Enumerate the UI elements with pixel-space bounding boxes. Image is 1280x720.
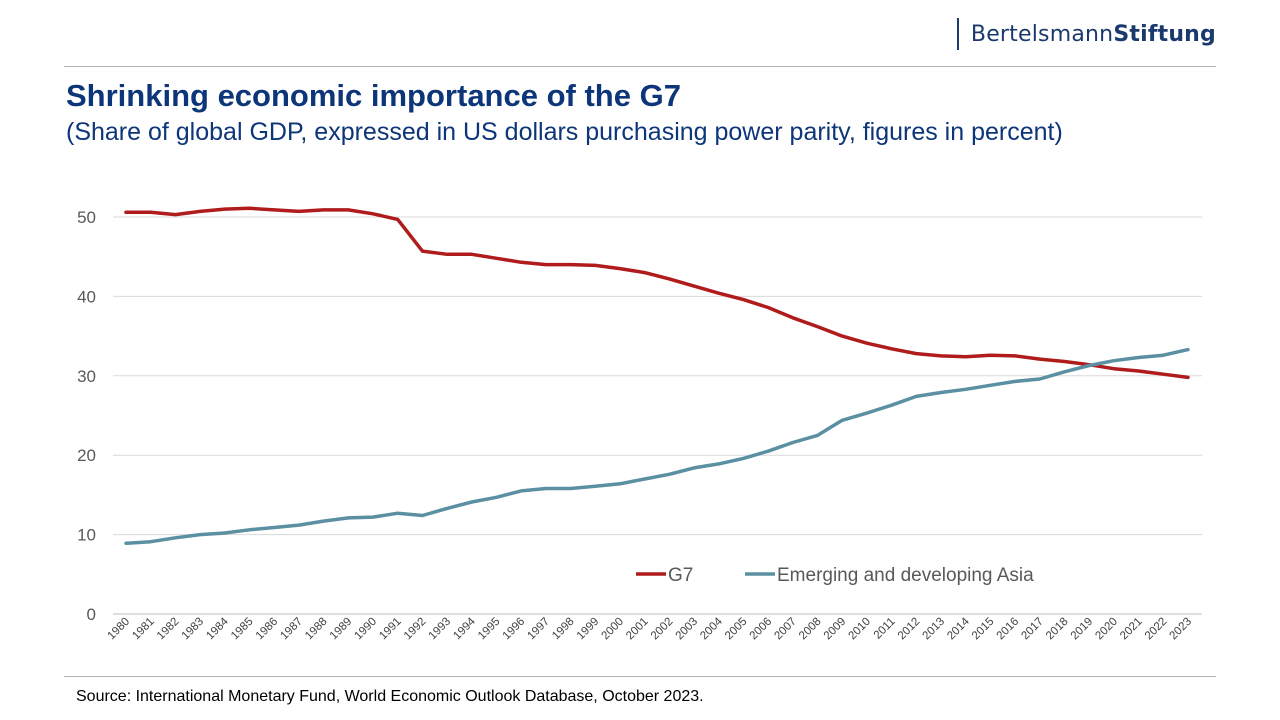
y-tick-label: 30: [77, 367, 96, 386]
chart-gridlines: [113, 216, 1202, 615]
x-tick-label: 2004: [698, 615, 725, 642]
x-tick-label: 1984: [204, 615, 231, 642]
x-tick-label: 1998: [550, 616, 577, 643]
y-axis-ticks: 0 10 20 30 40 50: [77, 208, 96, 624]
chart-title: Shrinking economic importance of the G7: [66, 78, 681, 113]
footer-divider: [64, 676, 1216, 677]
logo-regular-text: Bertelsmann: [970, 21, 1114, 47]
x-tick-label: 2011: [872, 616, 898, 642]
x-tick-label: 2021: [1118, 616, 1145, 643]
x-tick-label: 1991: [377, 616, 404, 643]
chart-subtitle: (Share of global GDP, expressed in US do…: [66, 118, 1063, 146]
x-tick-label: 1994: [451, 615, 478, 642]
x-tick-label: 2013: [921, 616, 948, 643]
x-tick-label: 2023: [1168, 616, 1195, 643]
x-tick-label: 1997: [525, 616, 552, 643]
x-tick-label: 2017: [1019, 616, 1046, 643]
x-tick-label: 1985: [229, 616, 256, 643]
x-tick-label: 1983: [180, 616, 207, 643]
x-tick-label: 1989: [328, 616, 355, 643]
logo-bold-text: Stiftung: [1113, 21, 1216, 47]
x-tick-label: 2002: [649, 616, 676, 643]
x-tick-label: 1996: [501, 616, 528, 643]
x-tick-label: 2012: [896, 616, 923, 643]
x-tick-label: 2022: [1143, 616, 1170, 643]
x-tick-label: 1990: [353, 616, 380, 643]
legend-label-1: Emerging and developing Asia: [777, 565, 1034, 586]
x-tick-label: 2020: [1093, 616, 1120, 643]
series-line-0: [124, 206, 1190, 380]
y-tick-label: 50: [77, 208, 96, 227]
x-tick-label: 1982: [155, 616, 182, 643]
x-tick-label: 2016: [995, 616, 1022, 643]
x-tick-label: 1988: [303, 616, 330, 643]
legend-label-0: G7: [668, 565, 693, 586]
x-tick-label: 1980: [106, 616, 133, 643]
x-tick-label: 2007: [772, 616, 799, 643]
x-tick-label: 2019: [1069, 616, 1096, 643]
x-tick-label: 1992: [402, 616, 429, 643]
x-tick-label: 1987: [278, 616, 305, 643]
x-axis-ticks: 1980198119821983198419851986198719881989…: [106, 615, 1195, 642]
x-tick-label: 2014: [945, 615, 972, 642]
chart-legend: G7 Emerging and developing Asia: [636, 565, 1034, 586]
x-tick-label: 2010: [846, 616, 873, 643]
x-tick-label: 1995: [476, 616, 503, 643]
bertelsmann-stiftung-logo: Bertelsmann Stiftung: [956, 18, 1216, 50]
x-tick-label: 1999: [575, 616, 602, 643]
x-tick-label: 2005: [723, 616, 750, 643]
x-tick-label: 1993: [427, 616, 454, 643]
y-tick-label: 10: [77, 526, 96, 545]
x-tick-label: 2001: [624, 616, 651, 643]
series-line-1: [124, 347, 1190, 546]
x-tick-label: 1981: [130, 616, 157, 643]
y-tick-label: 0: [87, 605, 96, 624]
x-tick-label: 2018: [1044, 616, 1071, 643]
y-tick-label: 20: [77, 446, 96, 465]
source-note: Source: International Monetary Fund, Wor…: [76, 688, 704, 705]
chart-series: [124, 206, 1190, 546]
header-divider: [64, 66, 1216, 67]
x-tick-label: 1986: [254, 616, 281, 643]
x-tick-label: 2015: [970, 616, 997, 643]
x-tick-label: 2003: [674, 616, 701, 643]
x-tick-label: 2000: [599, 616, 626, 643]
x-tick-label: 2006: [748, 616, 775, 643]
y-tick-label: 40: [77, 287, 96, 306]
x-tick-label: 2008: [797, 616, 824, 643]
x-tick-label: 2009: [822, 616, 849, 643]
